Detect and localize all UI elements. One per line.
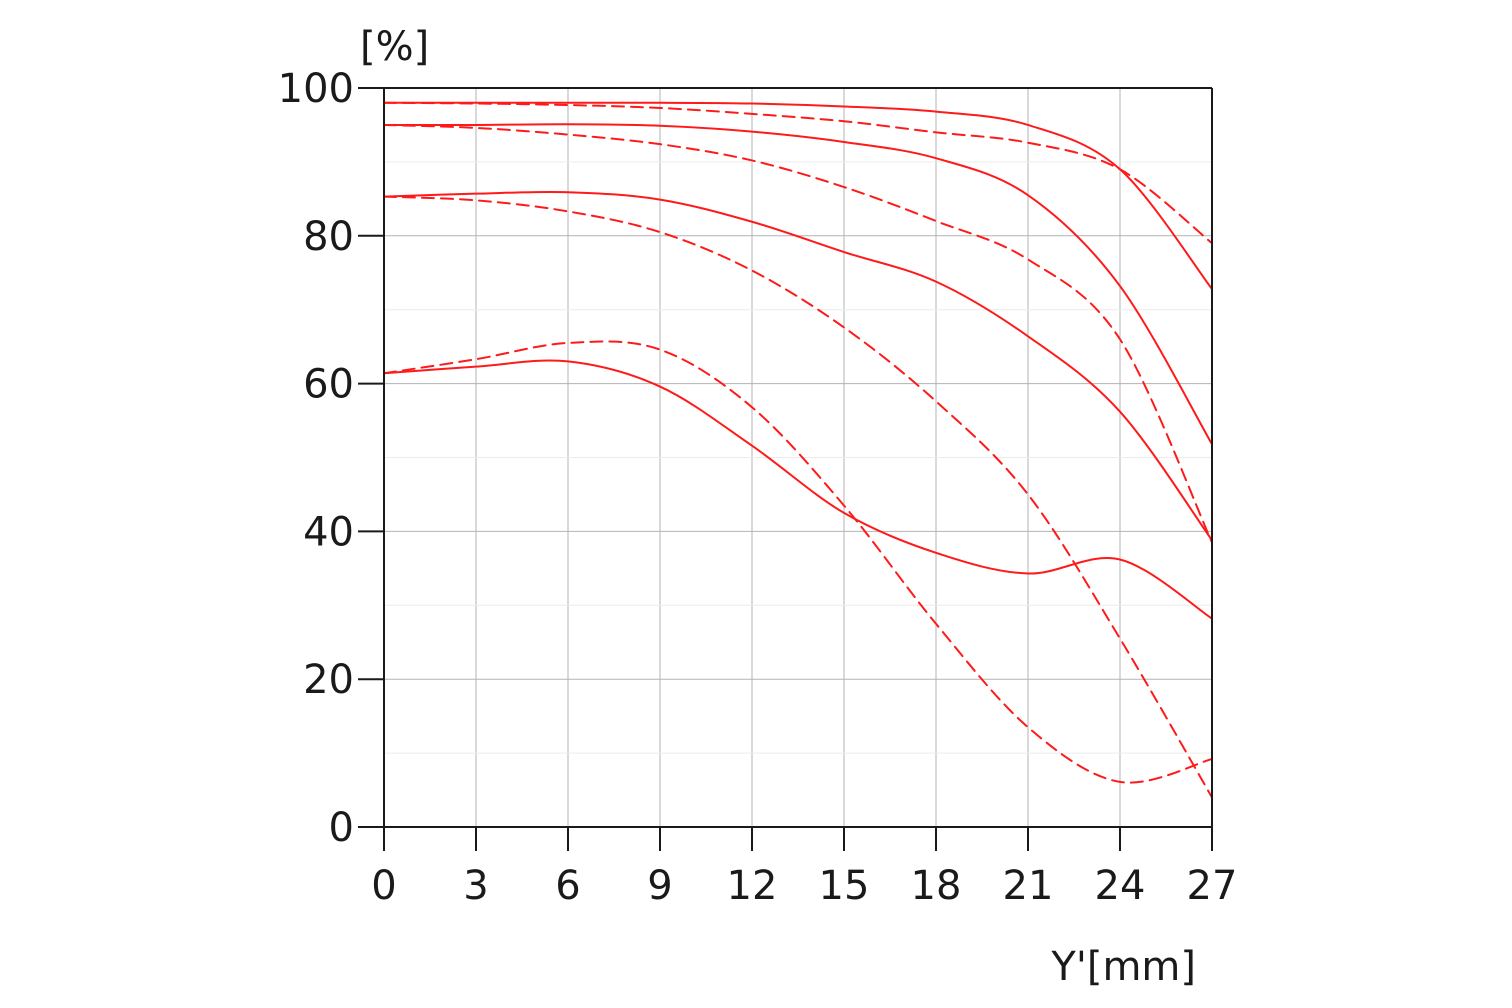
- curves: [383, 101, 1213, 799]
- series-3-solid-line: [383, 123, 1213, 446]
- x-tick-label: 3: [463, 863, 488, 909]
- x-axis-label: Y'[mm]: [1050, 944, 1196, 990]
- grid: [384, 87, 1213, 827]
- x-tick-label: 24: [1095, 863, 1146, 909]
- series-7-solid-line: [383, 359, 1213, 620]
- x-tick-label: 21: [1003, 863, 1054, 909]
- x-tick-label: 12: [727, 863, 778, 909]
- series-2-dashed-line: [383, 101, 1213, 245]
- axes: [358, 87, 1213, 851]
- x-tick-label: 0: [371, 863, 396, 909]
- series-4-dashed-line: [383, 123, 1213, 544]
- series-5-solid-line: [383, 190, 1213, 542]
- y-tick-label: 0: [329, 805, 354, 851]
- y-tick-label: 40: [303, 509, 354, 555]
- y-tick-label: 60: [303, 362, 354, 408]
- y-tick-label: 100: [278, 66, 354, 112]
- y-tick-label: 80: [303, 214, 354, 260]
- y-tick-labels: 0 20 40 60 80 100: [278, 66, 354, 851]
- series-8-dashed-line: [383, 340, 1213, 784]
- x-tick-label: 18: [911, 863, 962, 909]
- series-1-solid-line: [383, 101, 1213, 291]
- series-6-dashed-line: [383, 195, 1213, 799]
- x-tick-label: 27: [1187, 863, 1238, 909]
- x-tick-labels: 0 3 6 9 12 15 18 21 24 27: [371, 863, 1237, 909]
- y-tick-label: 20: [303, 657, 354, 703]
- y-axis-label: [%]: [360, 24, 429, 70]
- x-tick-label: 9: [647, 863, 672, 909]
- x-tick-label: 15: [819, 863, 870, 909]
- x-tick-label: 6: [555, 863, 580, 909]
